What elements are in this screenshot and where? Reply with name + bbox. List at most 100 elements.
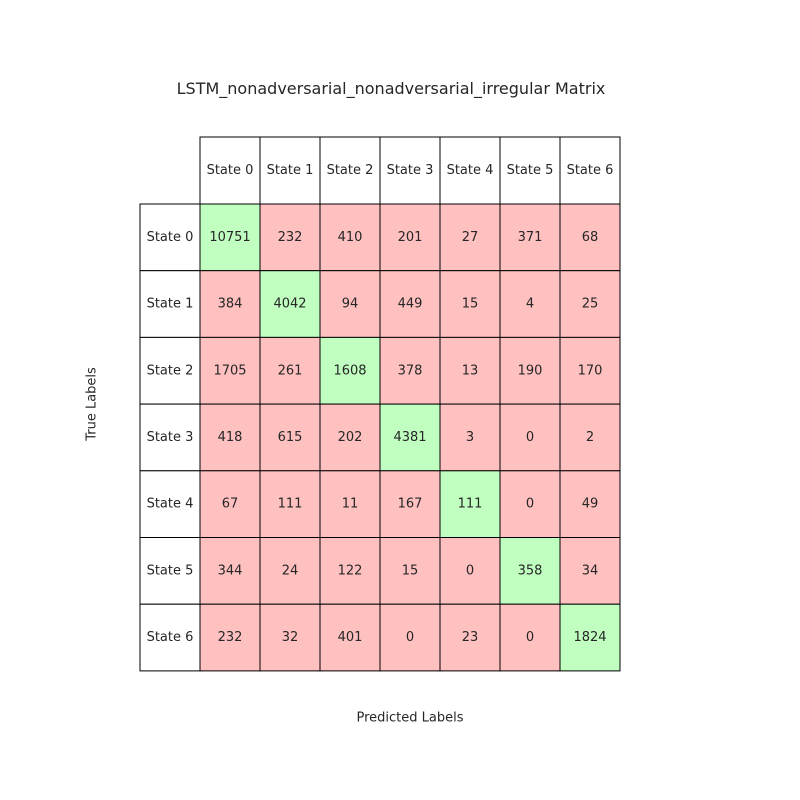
matrix-cell-value: 1608 [333, 363, 366, 378]
matrix-cell [319, 603, 381, 672]
column-header-cell [379, 136, 441, 205]
matrix-cell [559, 603, 621, 672]
matrix-cell-value: 0 [526, 630, 534, 645]
row-header-cell [139, 270, 201, 338]
matrix-cell-value: 615 [278, 430, 303, 445]
column-header-cell [439, 136, 501, 205]
row-header-label: State 6 [147, 630, 194, 645]
matrix-cell-value: 27 [462, 230, 479, 245]
matrix-cell [499, 470, 561, 538]
matrix-cell [499, 336, 561, 405]
matrix-cell-value: 24 [282, 563, 299, 578]
matrix-cell-value: 94 [342, 297, 359, 312]
matrix-cell-value: 0 [406, 630, 414, 645]
row-header-label: State 3 [147, 430, 194, 445]
matrix-cell-value: 11 [342, 497, 359, 512]
matrix-cell-value: 68 [582, 230, 599, 245]
matrix-cell [199, 270, 261, 338]
row-header-label: State 2 [147, 363, 194, 378]
matrix-cell-value: 384 [218, 297, 243, 312]
matrix-cell [319, 336, 381, 405]
row-header-label: State 5 [147, 563, 194, 578]
row-header-cell [139, 470, 201, 538]
matrix-cell [199, 603, 261, 672]
chart-title: LSTM_nonadversarial_nonadversarial_irreg… [176, 79, 606, 98]
matrix-cell [559, 336, 621, 405]
matrix-cell [439, 603, 501, 672]
matrix-cell-value: 4 [526, 297, 534, 312]
matrix-cell [559, 203, 621, 272]
matrix-cell-value: 0 [466, 563, 474, 578]
matrix-cell [379, 403, 441, 472]
row-header-label: State 1 [147, 297, 194, 312]
matrix-cell-value: 232 [218, 630, 243, 645]
matrix-cell-value: 190 [518, 363, 543, 378]
matrix-cell-value: 0 [526, 497, 534, 512]
matrix-cell-value: 410 [338, 230, 363, 245]
column-header-label: State 5 [507, 163, 554, 178]
column-header-cell [319, 136, 381, 205]
column-header-label: State 4 [447, 163, 494, 178]
matrix-cell-value: 170 [578, 363, 603, 378]
matrix-cell [379, 203, 441, 272]
matrix-cell-value: 418 [218, 430, 243, 445]
matrix-cell-value: 378 [398, 363, 423, 378]
row-header-label: State 0 [147, 230, 194, 245]
column-header-label: State 0 [207, 163, 254, 178]
matrix-cell [439, 403, 501, 472]
row-header-cell [139, 403, 201, 472]
x-axis-label: Predicted Labels [356, 710, 464, 726]
matrix-cell-value: 15 [462, 297, 479, 312]
matrix-cell [499, 603, 561, 672]
matrix-cell-value: 201 [398, 230, 423, 245]
matrix-cell-value: 344 [218, 563, 243, 578]
matrix-cell-value: 401 [338, 630, 363, 645]
matrix-cell [439, 470, 501, 538]
matrix-cell [319, 270, 381, 338]
column-header-label: State 6 [567, 163, 614, 178]
matrix-cell [379, 603, 441, 672]
matrix-cell-value: 49 [582, 497, 599, 512]
matrix-cell-value: 4381 [393, 430, 426, 445]
column-header-label: State 1 [267, 163, 314, 178]
matrix-cell [439, 537, 501, 605]
matrix-cell [439, 203, 501, 272]
matrix-cell [559, 403, 621, 472]
matrix-cell [379, 537, 441, 605]
matrix-cell-value: 167 [398, 497, 423, 512]
matrix-cell-value: 34 [582, 563, 599, 578]
matrix-cell [259, 403, 321, 472]
matrix-cell [199, 336, 261, 405]
matrix-cell-value: 261 [278, 363, 303, 378]
matrix-cell-value: 1824 [573, 630, 606, 645]
matrix-cell-value: 10751 [209, 230, 250, 245]
column-header-cell [199, 136, 261, 205]
matrix-cell-value: 449 [398, 297, 423, 312]
matrix-cell-value: 23 [462, 630, 479, 645]
matrix-cell [439, 270, 501, 338]
row-header-cell [139, 603, 201, 672]
matrix-cell [559, 270, 621, 338]
row-header-label: State 4 [147, 497, 194, 512]
matrix-cell-value: 2 [586, 430, 594, 445]
matrix-cell-value: 4042 [273, 297, 306, 312]
matrix-cell-value: 3 [466, 430, 474, 445]
matrix-cell-value: 358 [518, 563, 543, 578]
matrix-cell-value: 0 [526, 430, 534, 445]
matrix-cell-value: 371 [518, 230, 543, 245]
matrix-cell-value: 111 [458, 497, 483, 512]
matrix-cell-value: 122 [338, 563, 363, 578]
matrix-cell [199, 470, 261, 538]
matrix-cell-value: 15 [402, 563, 419, 578]
matrix-cell-value: 67 [222, 497, 239, 512]
matrix-cell-value: 202 [338, 430, 363, 445]
matrix-cell-value: 13 [462, 363, 479, 378]
column-header-label: State 3 [387, 163, 434, 178]
matrix-cell [499, 537, 561, 605]
matrix-cell-value: 1705 [213, 363, 246, 378]
matrix-cell [199, 537, 261, 605]
matrix-cell-value: 232 [278, 230, 303, 245]
matrix-cell-value: 25 [582, 297, 599, 312]
column-header-cell [499, 136, 561, 205]
